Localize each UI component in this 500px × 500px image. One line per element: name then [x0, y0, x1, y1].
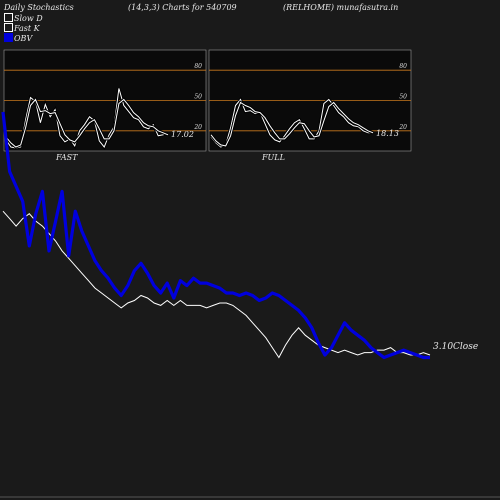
fast-panel-label: FAST	[56, 153, 78, 162]
header-left: Daily Stochastics	[4, 3, 74, 12]
full-series-full-k	[210, 98, 373, 148]
legend-label-obv: OBV	[14, 34, 33, 43]
full-series-full-d	[210, 101, 374, 147]
legend-swatch-obv	[4, 33, 13, 42]
fast-ytick-50: 50	[194, 94, 202, 101]
legend-swatch-fast-k	[4, 23, 13, 32]
full-panel-label: FULL	[262, 153, 285, 162]
close-last-suffix: Close	[453, 342, 479, 352]
fast-series-fast-k	[5, 88, 169, 149]
legend-slow-d: Slow D	[4, 13, 43, 23]
fast-series-slow-d	[5, 98, 169, 148]
legend-fast-k: Fast K	[4, 23, 40, 33]
full-last-value-label: 18.13	[376, 129, 399, 138]
full-ytick-80: 80	[399, 63, 407, 70]
legend-obv: OBV	[4, 33, 32, 43]
close-last-value: 3.10Close	[433, 342, 478, 352]
fast-last-value-label: 17.02	[171, 130, 194, 139]
header-middle: (14,3,3) Charts for 540709	[128, 3, 237, 12]
full-ytick-50: 50	[399, 94, 407, 101]
fast-ytick-20: 20	[193, 124, 202, 131]
full-ytick-20: 20	[398, 124, 407, 131]
legend-label-fast-k: Fast K	[14, 24, 40, 33]
obv-line	[1, 111, 430, 360]
close-last-number: 3.10	[433, 342, 454, 352]
close-line	[2, 210, 431, 359]
header-right: (RELHOME) munafasutra.in	[283, 3, 399, 12]
legend-label-slow-d: Slow D	[14, 14, 43, 23]
fast-ytick-80: 80	[194, 63, 202, 70]
legend-swatch-slow-d	[4, 13, 13, 22]
